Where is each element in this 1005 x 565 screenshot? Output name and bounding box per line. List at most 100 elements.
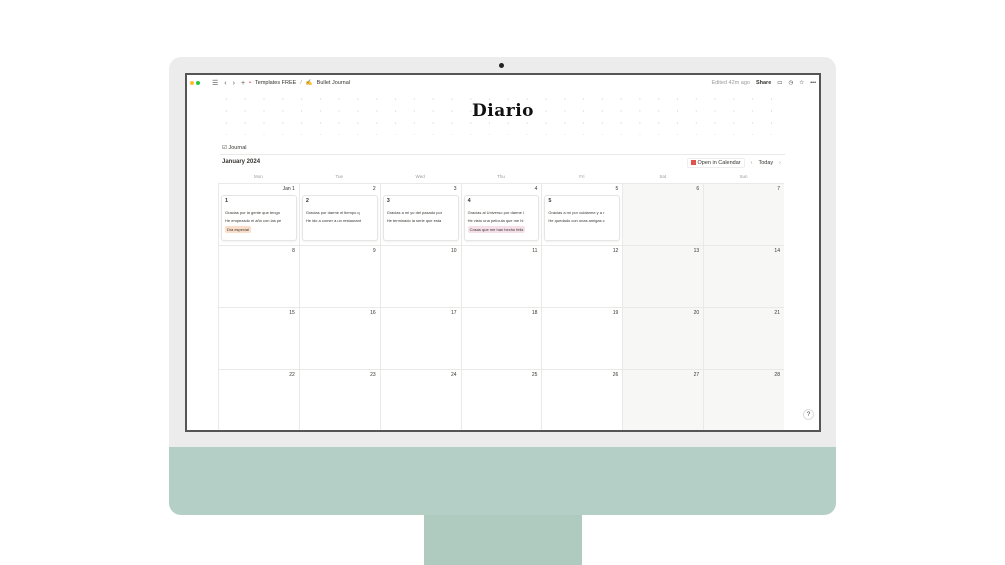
forward-icon[interactable]: › [232, 79, 235, 87]
calendar-day[interactable]: 19 [541, 308, 622, 369]
journal-entry-card[interactable]: 1 Gracias por la gente que tengo He empeza… [221, 195, 297, 241]
checklist-icon: ☑ [222, 145, 227, 151]
menu-icon[interactable]: ☰ [212, 80, 219, 87]
page-title: Diario [472, 101, 534, 121]
journal-entry-card[interactable]: 2 Gracias por darme el tiempo q He ido a c… [301, 195, 378, 241]
share-button[interactable]: Share [755, 80, 772, 86]
back-icon[interactable]: ‹ [224, 79, 227, 87]
breadcrumb-templates[interactable]: Templates FREE [255, 80, 297, 86]
day-number: 14 [774, 248, 780, 254]
weekday-label: Sun [739, 174, 748, 179]
calendar-day[interactable]: 16 [298, 308, 380, 369]
day-number: 9 [372, 248, 376, 254]
breadcrumb-bullet-journal[interactable]: Bullet Journal [316, 80, 350, 86]
next-month-icon[interactable]: › [779, 160, 781, 166]
open-in-calendar-button[interactable]: Open in Calendar [686, 158, 745, 168]
calendar-day[interactable]: 28 [703, 370, 784, 430]
entry-tag: Día especial [225, 226, 252, 233]
prev-month-icon[interactable]: ‹ [750, 160, 753, 166]
day-number: 17 [451, 310, 457, 316]
calendar-day[interactable]: 27 [622, 370, 704, 430]
workspace-icon: ▪ [249, 80, 252, 86]
entry-line: He quedado con unas amigas c [548, 218, 605, 223]
weekday-label: Wed [415, 174, 425, 179]
day-number: 23 [370, 372, 376, 378]
calendar-day[interactable]: 20 [622, 308, 704, 369]
day-number: 5 [615, 186, 619, 192]
day-number: 21 [774, 310, 780, 316]
journal-entry-card[interactable]: 3 Gracias a mi yo del pasado por He termin… [382, 195, 459, 241]
entry-line: Gracias al Universo por darme l [467, 210, 524, 215]
day-number: 8 [292, 248, 295, 254]
calendar-day[interactable]: 22 [218, 370, 299, 430]
calendar-day[interactable]: 6 [622, 184, 704, 245]
calendar-day[interactable]: 15 [218, 308, 299, 369]
calendar-controls: Open in Calendar ‹ Today › [686, 158, 781, 168]
weekday-label: Thu [497, 174, 505, 179]
calendar-day[interactable]: 13 [622, 246, 704, 307]
calendar-day[interactable]: 2 2 Gracias por darme el tiempo q He ido a … [298, 184, 380, 245]
day-number: 24 [451, 372, 457, 378]
calendar-grid: Mon Tue Wed Thu Fri Sat Sun Jan 1 1 Gracias por … [218, 170, 784, 430]
open-in-calendar-label: Open in Calendar [697, 160, 741, 166]
today-button[interactable]: Today [758, 160, 774, 166]
history-icon[interactable]: ◷ [788, 80, 794, 86]
weekday-label: Sat [659, 174, 667, 179]
screen: ☰ ‹ › + ▪ Templates FREE / ✍ Bullet Jour… [185, 73, 821, 432]
entry-title: 2 [305, 198, 309, 204]
day-number: 18 [531, 310, 538, 316]
day-number: 15 [289, 310, 295, 316]
day-number: 11 [532, 248, 538, 254]
maximize-dot[interactable] [196, 81, 200, 85]
plus-icon[interactable]: + [240, 79, 246, 87]
cover-dots [217, 93, 777, 135]
breadcrumb-separator: / [300, 80, 302, 86]
calendar-day[interactable]: Jan 1 1 Gracias por la gente que tengo He e… [218, 184, 299, 245]
calendar-day[interactable]: 9 [298, 246, 380, 307]
calendar-day[interactable]: 11 [460, 246, 542, 307]
calendar-day[interactable]: 12 [541, 246, 622, 307]
weekday-header: Mon Tue Wed Thu Fri Sat Sun [218, 170, 784, 183]
help-button[interactable]: ? [803, 409, 814, 420]
calendar-day[interactable]: 25 [460, 370, 542, 430]
day-number: 16 [370, 310, 376, 316]
calendar-day[interactable]: 24 [379, 370, 461, 430]
calendar-day[interactable]: 7 [703, 184, 784, 245]
star-icon[interactable]: ☆ [799, 80, 805, 86]
calendar-day[interactable]: 10 [379, 246, 461, 307]
edited-status: Edited 42m ago [711, 80, 750, 86]
day-number: 26 [612, 372, 619, 378]
calendar-icon [690, 160, 696, 166]
calendar-day[interactable]: 14 [703, 246, 784, 307]
comment-icon[interactable]: ▭ [777, 80, 783, 86]
calendar-day[interactable]: 5 5 Gracias a mí por cuidarme y a r He qued… [541, 184, 622, 245]
journal-entry-card[interactable]: 4 Gracias al Universo por darme l He visto… [463, 195, 540, 241]
topbar: ☰ ‹ › + ▪ Templates FREE / ✍ Bullet Jour… [187, 75, 819, 91]
monitor-stand [424, 515, 582, 565]
calendar-day[interactable]: 4 4 Gracias al Universo por darme l He vist… [460, 184, 542, 245]
calendar-day[interactable]: 26 [541, 370, 622, 430]
calendar-day[interactable]: 8 [218, 246, 299, 307]
more-icon[interactable]: ••• [810, 80, 816, 86]
calendar-day[interactable]: 3 3 Gracias a mi yo del pasado por He termi… [379, 184, 461, 245]
entry-title: 1 [225, 198, 229, 204]
entry-tag: Cosas que me han hecho feliz [467, 226, 526, 233]
entry-line: Gracias a mí por cuidarme y a r [548, 210, 605, 215]
weekday-label: Fri [579, 174, 585, 179]
calendar-day[interactable]: 18 [460, 308, 542, 369]
day-number: Jan 1 [282, 186, 295, 192]
calendar-week: Jan 1 1 Gracias por la gente que tengo He e… [218, 183, 784, 245]
day-number: 13 [693, 248, 700, 254]
day-number: 19 [612, 310, 619, 316]
calendar-day[interactable]: 17 [379, 308, 461, 369]
journal-entry-card[interactable]: 5 Gracias a mí por cuidarme y a r He queda… [544, 195, 621, 241]
day-number: 20 [693, 310, 700, 316]
calendar-day[interactable]: 23 [298, 370, 380, 430]
weekday-label: Mon [254, 174, 263, 179]
calendar-day[interactable]: 21 [703, 308, 784, 369]
minimize-dot[interactable] [190, 81, 194, 85]
day-number: 28 [774, 372, 780, 378]
entry-line: He visto una película que me hi [467, 218, 524, 223]
entry-line: Gracias por darme el tiempo q [305, 210, 360, 215]
entry-title: 5 [548, 198, 552, 204]
